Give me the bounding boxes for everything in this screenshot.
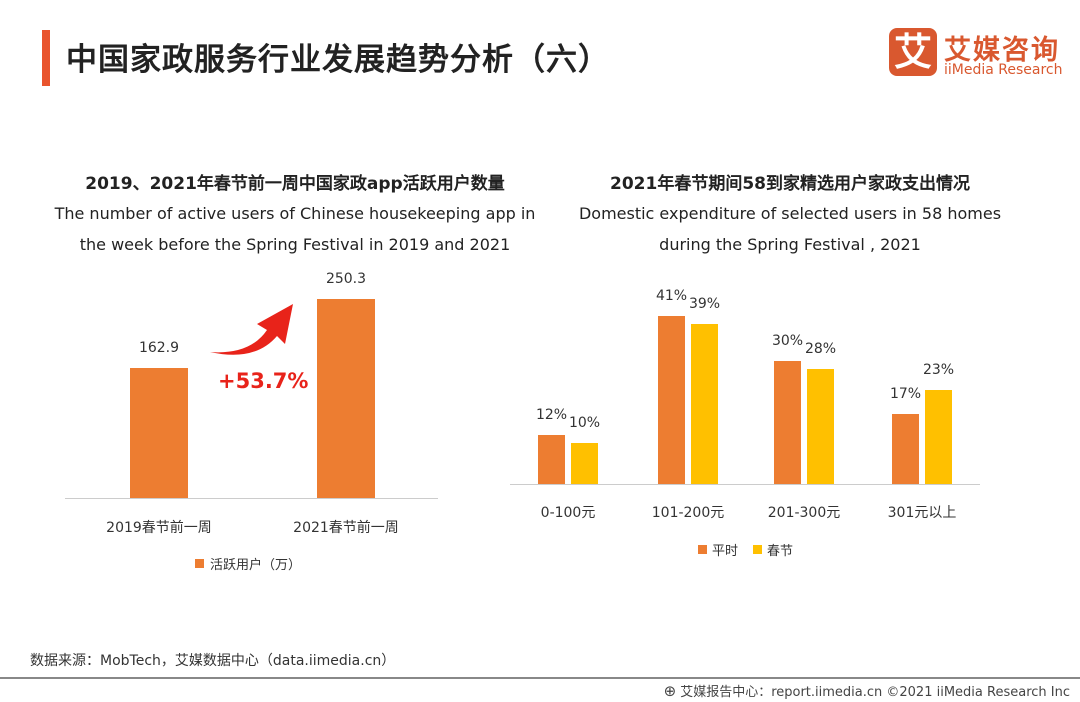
legend-label: 平时 [712,544,739,559]
data-label: 30% [771,333,804,349]
x-tick-label: 301元以上 [887,505,957,521]
data-label: 41% [655,287,688,304]
copyright: 艾媒报告中心：report.iimedia.cn ©2021 iiMedia R… [680,685,1070,700]
footer: ⊕ 艾媒报告中心：report.iimedia.cn ©2021 iiMedia… [663,681,1070,701]
legend-swatch [698,545,707,554]
footer-divider [0,677,1080,679]
chart2-legend: 平时 春节 [698,540,793,559]
bar [130,368,188,498]
data-label: 12% [535,406,568,423]
growth-arrow-icon [210,304,293,355]
title-accent-bar [42,30,50,86]
data-source: 数据来源：MobTech，艾媒数据中心（data.iimedia.cn） [30,653,396,669]
chart1-legend: 活跃用户（万） [195,554,301,573]
x-tick-label: 2021春节前一周 [293,520,399,536]
logo-icon: 艾 [889,28,937,76]
legend-label: 活跃用户（万） [210,558,302,573]
x-tick-label: 201-300元 [767,505,841,521]
chart1-subtitle-line: The number of active users of Chinese ho… [54,204,536,223]
x-tick-label: 0-100元 [540,505,596,521]
logo-text-en: iiMedia Research [944,62,1063,78]
chart1-subtitle-line: the week before the Spring Festival in 2… [79,235,511,254]
legend-swatch [753,545,763,554]
chart2-subtitle-line: during the Spring Festival , 2021 [659,235,921,254]
growth-annotation: +53.7% [218,369,309,393]
chart1-title: 2019、2021年春节前一周中国家政app活跃用户数量 [85,174,505,194]
chart2-x-axis [510,484,980,485]
bar-spring [807,369,834,484]
chart2-subtitle-line: Domestic expenditure of selected users i… [578,204,1002,223]
data-label: 10% [568,415,601,431]
data-label: 17% [889,386,922,403]
data-label: 250.3 [325,271,367,287]
chart2-subtitle: Domestic expenditure of selected users i… [520,198,1060,260]
x-tick-label: 2019春节前一周 [106,520,212,536]
chart1-plot: 162.9 2019春节前一周 250.3 2021春节前一周 [0,0,540,600]
bar-spring [571,443,598,484]
data-label: 39% [688,296,721,313]
legend-swatch [195,559,204,568]
bar-normal [658,315,685,484]
chart1-x-axis [65,498,438,499]
bar-normal [538,434,565,484]
globe-icon: ⊕ [663,681,677,700]
chart2-title: 2021年春节期间58到家精选用户家政支出情况 [610,174,970,194]
bar [317,299,375,498]
x-tick-label: 101-200元 [651,505,725,521]
logo-text-cn: 艾媒咨询 [944,35,1060,66]
chart1-subtitle: The number of active users of Chinese ho… [20,198,570,260]
page-title: 中国家政服务行业发展趋势分析（六） [66,42,610,78]
data-label: 162.9 [138,340,180,357]
data-label: 23% [922,361,955,378]
bar-normal [892,414,919,484]
chart2-plot: 12% 10% 0-100元 41% 39% 101-200元 30% 28% 201-300元… [535,287,957,521]
data-label: 28% [804,341,837,358]
bar-spring [691,324,718,484]
legend-label: 春节 [767,544,794,559]
bar-normal [774,361,801,484]
bar-spring [925,389,952,484]
